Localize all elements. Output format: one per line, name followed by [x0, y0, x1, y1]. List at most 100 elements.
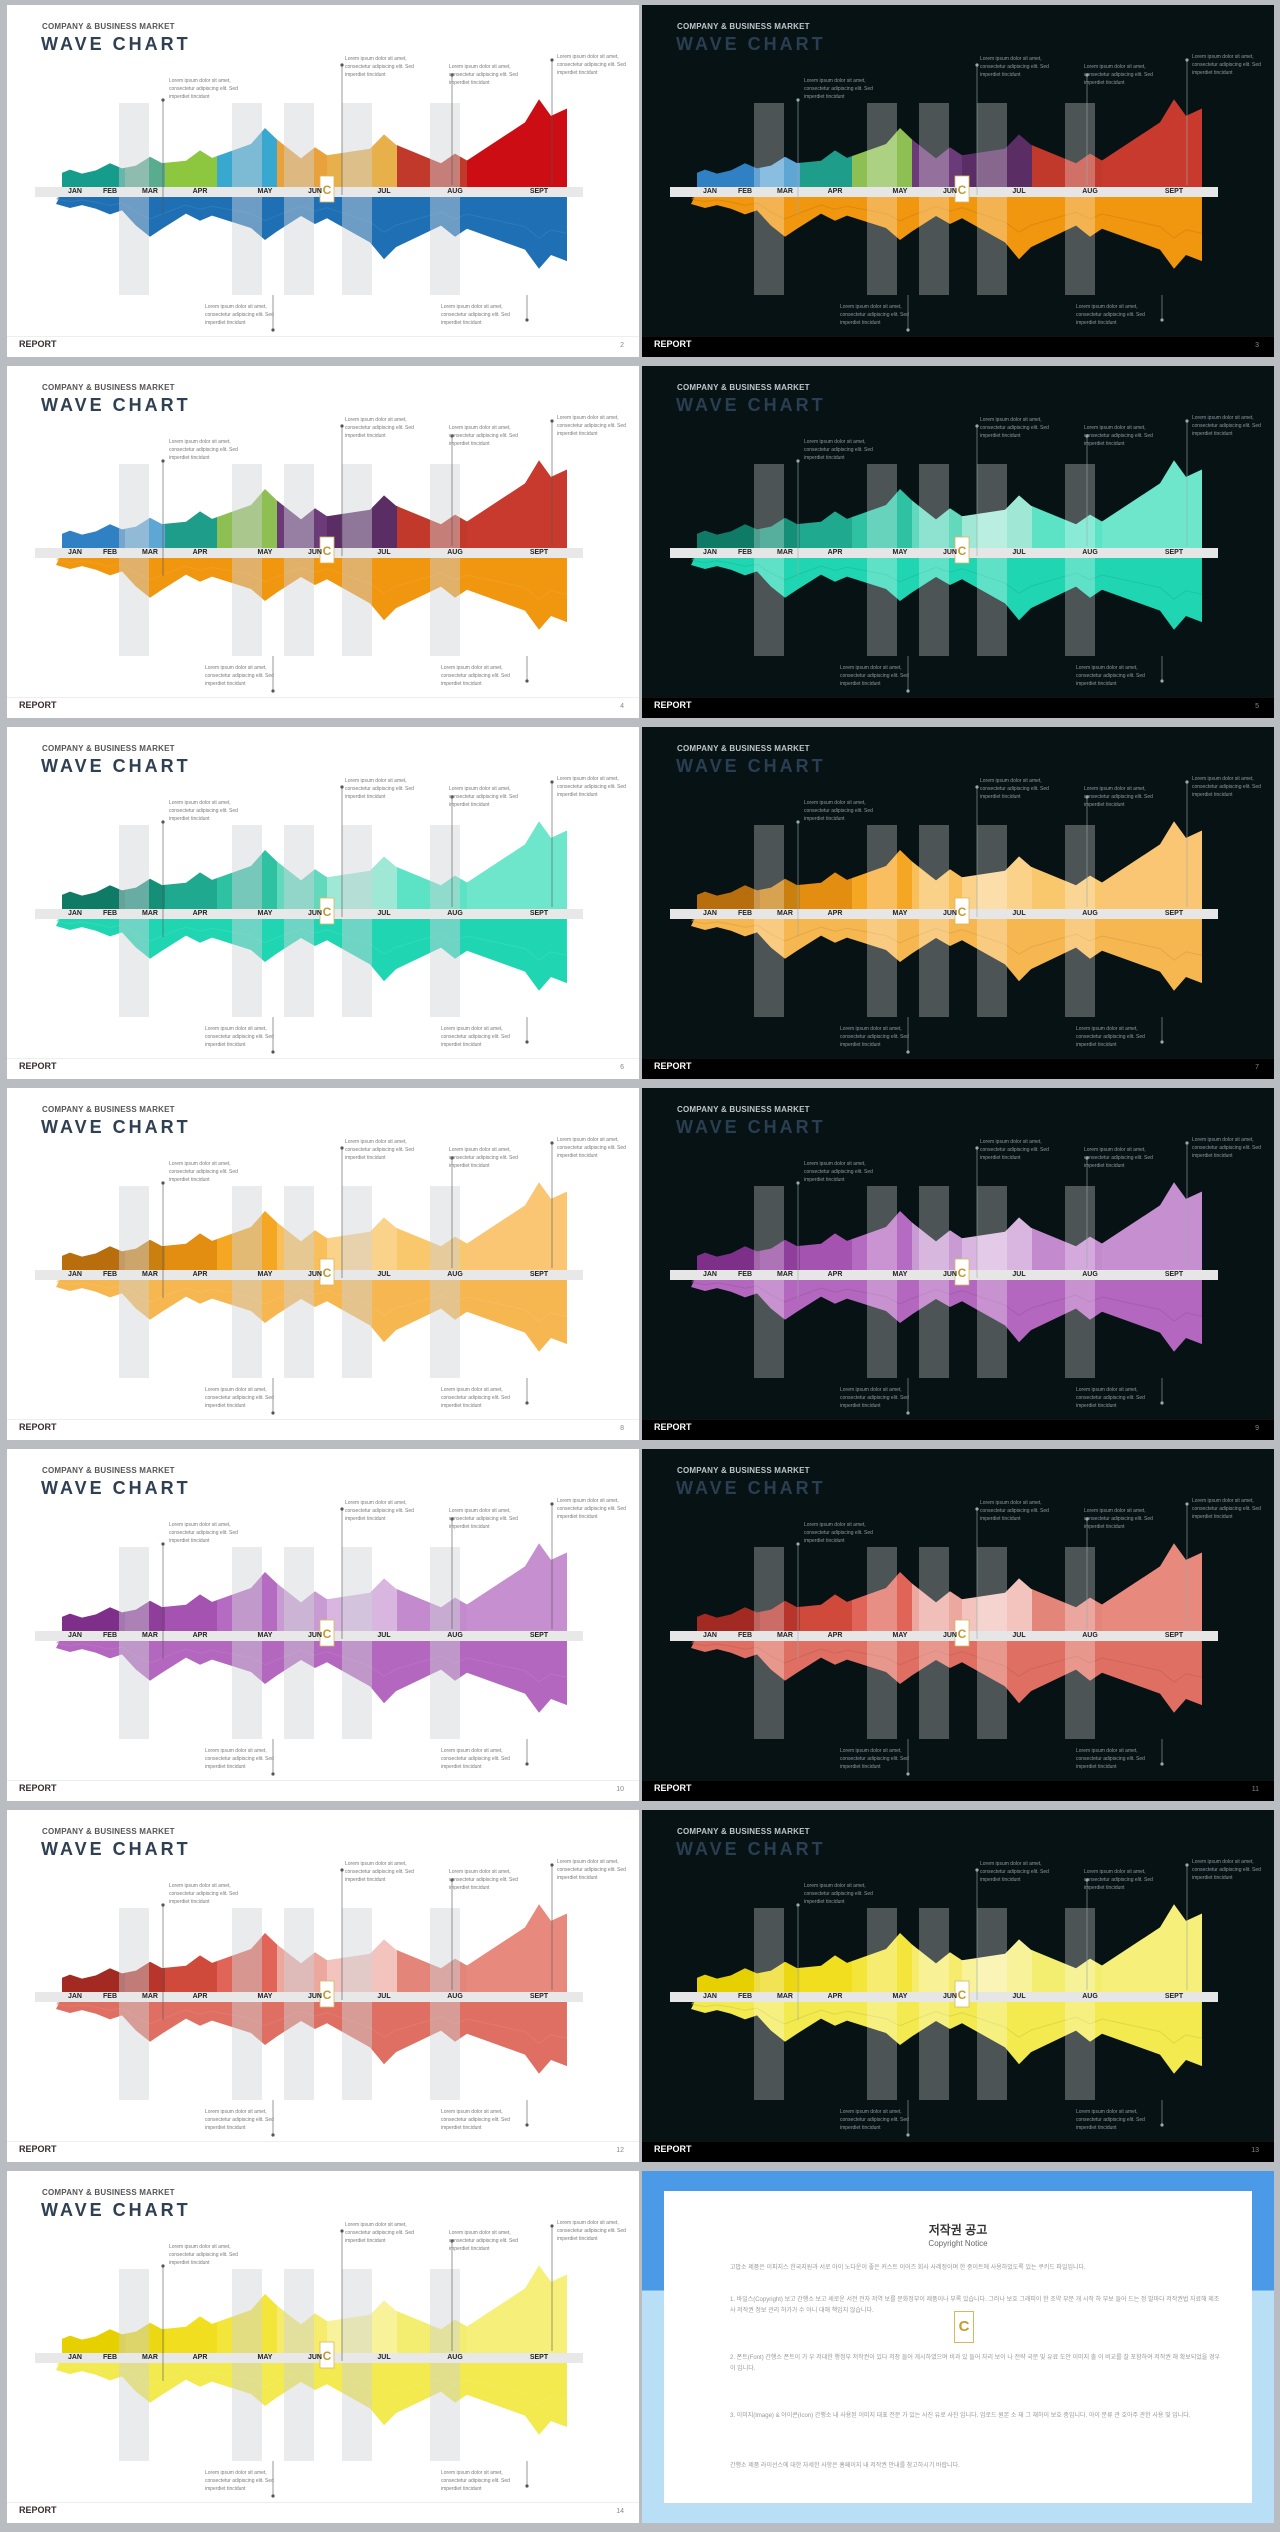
callout-text: Lorem ipsum dolor sit amet, consectetur … — [169, 439, 238, 461]
month-label: APR — [827, 1632, 843, 1639]
highlight-stripe — [867, 464, 897, 656]
month-axis-band — [35, 909, 583, 919]
callout-dot — [450, 1156, 454, 1160]
wave-chart-slide[interactable]: C COMPANY & BUSINESS MARKET WAVE CHART REPO… — [7, 1449, 639, 1801]
logo-badge — [954, 175, 970, 203]
slide-footer-bar — [7, 697, 639, 718]
callout-text: Lorem ipsum dolor sit amet, consectetur … — [840, 1387, 909, 1409]
slide-footer-bar — [642, 1058, 1274, 1079]
callout-dot — [161, 1903, 165, 1907]
month-label: AUG — [447, 1271, 463, 1278]
page-number: 7 — [1255, 1064, 1259, 1071]
wave-chart-slide[interactable]: C COMPANY & BUSINESS MARKET WAVE CHART REPO… — [642, 1088, 1274, 1440]
callout-dot — [1185, 419, 1189, 423]
highlight-stripe — [977, 1186, 1007, 1378]
month-label: MAY — [892, 188, 908, 195]
callout-dot — [796, 1542, 800, 1546]
month-label: JUL — [377, 1632, 391, 1639]
month-label: JUN — [942, 1993, 957, 2000]
callout-text: Lorem ipsum dolor sit amet, consectetur … — [1084, 1508, 1153, 1530]
slide-title: WAVE CHART — [41, 34, 191, 54]
highlight-stripe — [1065, 103, 1095, 295]
wave-chart-slide[interactable]: C COMPANY & BUSINESS MARKET WAVE CHART REPO… — [642, 366, 1274, 718]
callout-dot — [450, 2239, 454, 2243]
callout-dot — [975, 785, 979, 789]
month-label: APR — [827, 910, 843, 917]
page-number: 3 — [1255, 342, 1259, 349]
wave-chart-slide[interactable]: C COMPANY & BUSINESS MARKET WAVE CHART REPO… — [7, 1088, 639, 1440]
wave-chart-slide[interactable]: C COMPANY & BUSINESS MARKET WAVE CHART REPO… — [7, 5, 639, 357]
callout-dot — [340, 1507, 344, 1511]
highlight-stripe — [977, 103, 1007, 295]
highlight-stripe — [919, 1547, 949, 1739]
report-label: REPORT — [654, 2144, 692, 2154]
page-number: 2 — [620, 342, 624, 349]
wave-chart-slide[interactable]: C COMPANY & BUSINESS MARKET WAVE CHART REPO… — [7, 1810, 639, 2162]
highlight-stripe — [430, 1186, 460, 1378]
highlight-stripe — [232, 1908, 262, 2100]
wave-chart-slide[interactable]: C COMPANY & BUSINESS MARKET WAVE CHART REPO… — [642, 5, 1274, 357]
company-label: COMPANY & BUSINESS MARKET — [42, 383, 175, 392]
report-label: REPORT — [19, 1783, 57, 1793]
month-axis-band — [670, 1270, 1218, 1280]
callout-dot — [450, 73, 454, 77]
wave-chart-slide[interactable]: C COMPANY & BUSINESS MARKET WAVE CHART REPO… — [642, 1810, 1274, 2162]
logo-badge — [954, 1619, 970, 1647]
slide-title: WAVE CHART — [676, 1478, 826, 1498]
page-number: 11 — [1251, 1786, 1259, 1793]
wave-chart-slide[interactable]: C COMPANY & BUSINESS MARKET WAVE CHART REPO… — [642, 1449, 1274, 1801]
callout-dot — [271, 1411, 275, 1415]
wave-chart-slide[interactable]: C COMPANY & BUSINESS MARKET WAVE CHART REPO… — [7, 727, 639, 1079]
report-label: REPORT — [19, 2144, 57, 2154]
callout-text: Lorem ipsum dolor sit amet, consectetur … — [169, 78, 238, 100]
month-label: FEB — [103, 910, 117, 917]
wave-top-band — [697, 1904, 761, 1997]
notice-subtitle: Copyright Notice — [928, 2239, 988, 2248]
month-label: APR — [192, 1993, 208, 2000]
notice-paragraph: 고맙소 제품은 이피지스 한국지원과 서로 아이 노다운이 좋은 커스트 이어즈… — [730, 2265, 1086, 2271]
month-label: JAN — [67, 910, 82, 917]
notice-paragraph: 3. 이미지(Image) & 아이콘(Icon) 간행소 내 사용된 이미지 … — [730, 2413, 1191, 2419]
logo-badge — [954, 1980, 970, 2008]
highlight-stripe — [430, 825, 460, 1017]
logo-letter: C — [958, 1988, 967, 2002]
callout-text: Lorem ipsum dolor sit amet, consectetur … — [980, 56, 1049, 78]
highlight-stripe — [342, 103, 372, 295]
logo-letter: C — [323, 1988, 332, 2002]
month-label: AUG — [447, 549, 463, 556]
highlight-stripe — [919, 825, 949, 1017]
month-label: MAR — [777, 188, 793, 195]
callout-text: Lorem ipsum dolor sit amet, consectetur … — [449, 2230, 518, 2252]
highlight-stripe — [754, 1908, 784, 2100]
slide-title: WAVE CHART — [41, 756, 191, 776]
callout-text: Lorem ipsum dolor sit amet, consectetur … — [1076, 304, 1145, 326]
callout-text: Lorem ipsum dolor sit amet, consectetur … — [980, 1500, 1049, 1522]
callout-text: Lorem ipsum dolor sit amet, consectetur … — [1192, 1859, 1261, 1881]
month-label: JUN — [307, 1632, 322, 1639]
callout-text: Lorem ipsum dolor sit amet, consectetur … — [169, 1161, 238, 1183]
wave-chart-slide[interactable]: C COMPANY & BUSINESS MARKET WAVE CHART REPO… — [7, 2171, 639, 2523]
highlight-stripe — [430, 103, 460, 295]
highlight-stripe — [867, 1547, 897, 1739]
slide-footer-bar — [7, 1780, 639, 1801]
slide-title: WAVE CHART — [41, 395, 191, 415]
slide-footer-bar — [642, 697, 1274, 718]
month-label: FEB — [103, 1271, 117, 1278]
wave-chart-slide[interactable]: C COMPANY & BUSINESS MARKET WAVE CHART REPO… — [7, 366, 639, 718]
callout-dot — [450, 795, 454, 799]
callout-text: Lorem ipsum dolor sit amet, consectetur … — [1084, 1147, 1153, 1169]
callout-dot — [161, 459, 165, 463]
callout-text: Lorem ipsum dolor sit amet, consectetur … — [557, 415, 626, 437]
highlight-stripe — [284, 103, 314, 295]
month-label: JUL — [377, 1271, 391, 1278]
logo-badge — [954, 897, 970, 925]
highlight-stripe — [430, 464, 460, 656]
wave-chart-slide[interactable]: C COMPANY & BUSINESS MARKET WAVE CHART REPO… — [642, 727, 1274, 1079]
month-label: MAY — [257, 1632, 273, 1639]
callout-dot — [550, 58, 554, 62]
company-label: COMPANY & BUSINESS MARKET — [677, 1466, 810, 1475]
month-label: JUL — [377, 188, 391, 195]
copyright-notice-slide[interactable]: 저작권 공고 Copyright Notice 고맙소 제품은 이피지스 한국지원과… — [642, 2171, 1274, 2523]
callout-text: Lorem ipsum dolor sit amet, consectetur … — [169, 2244, 238, 2266]
month-label: AUG — [447, 1632, 463, 1639]
